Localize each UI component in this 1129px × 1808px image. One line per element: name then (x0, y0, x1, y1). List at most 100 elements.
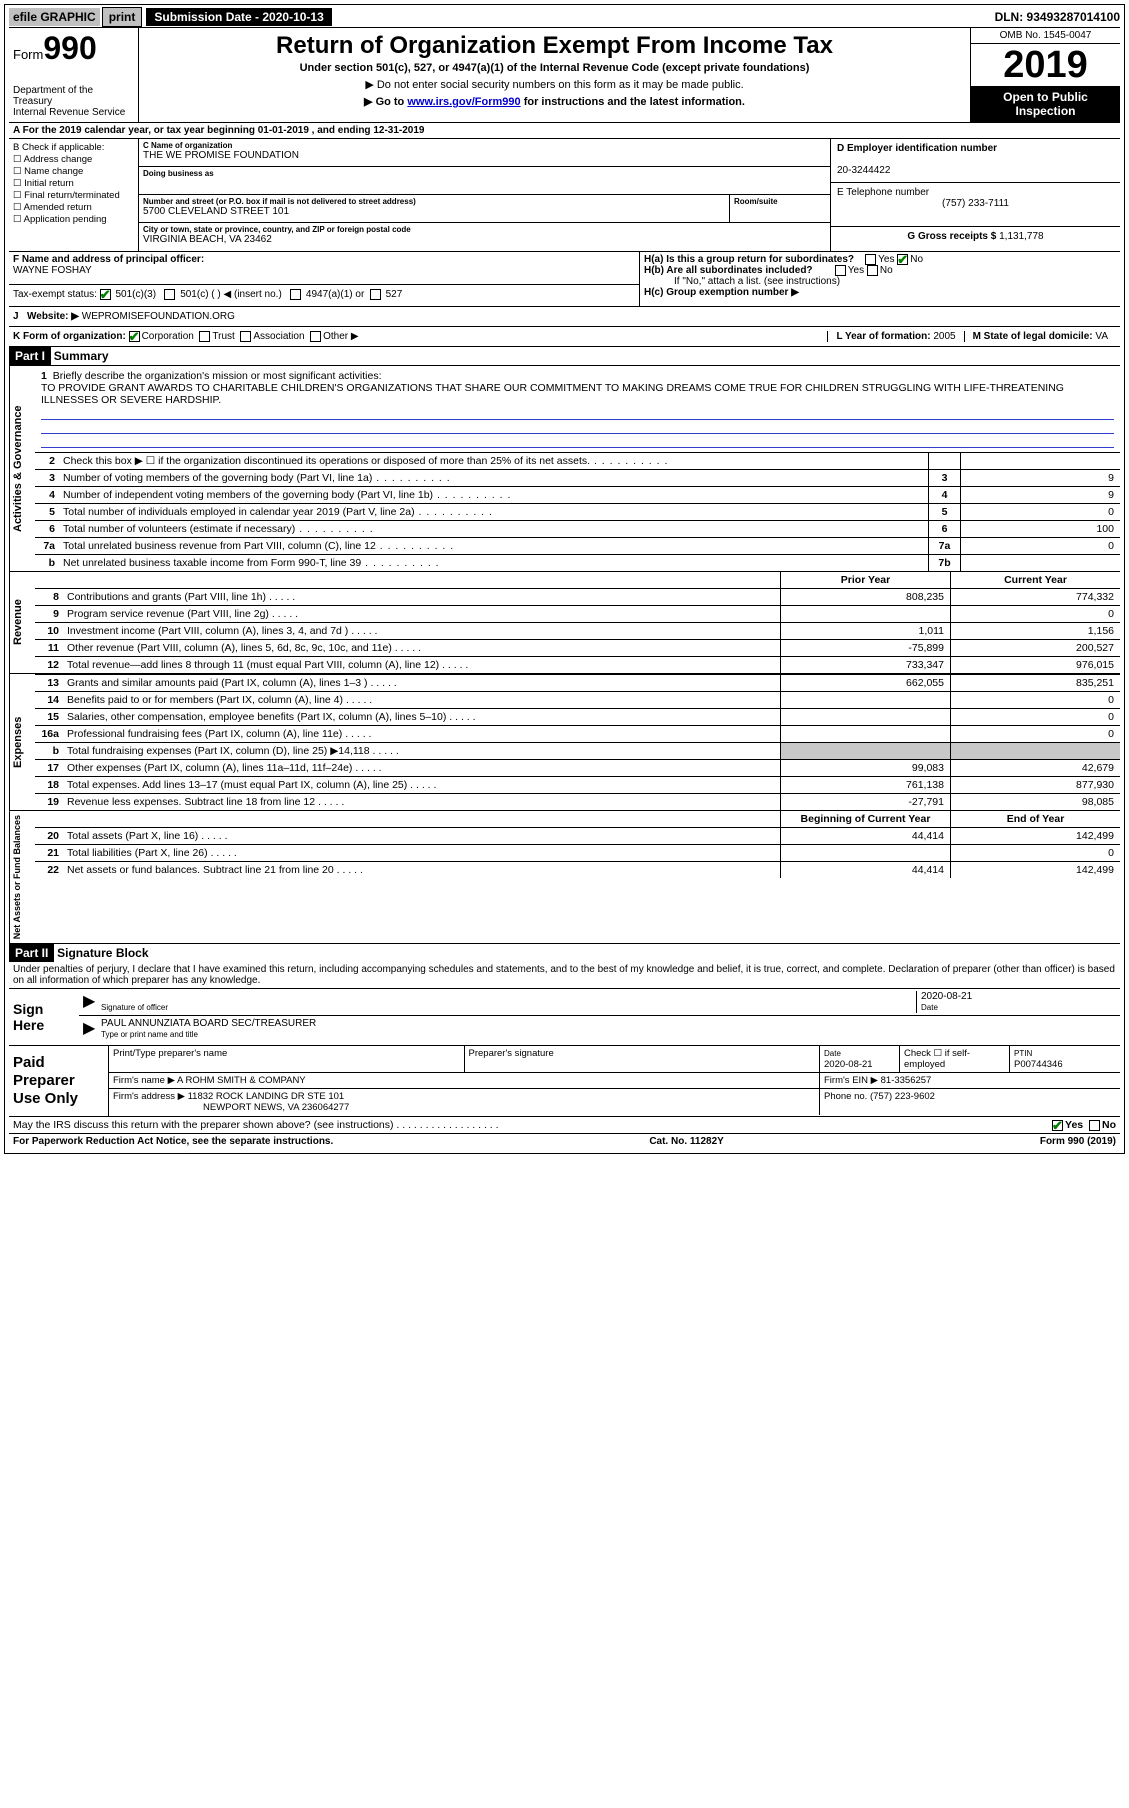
hb-note: If "No," attach a list. (see instruction… (644, 276, 1116, 287)
officer-name: WAYNE FOSHAY (13, 265, 635, 276)
form-subtitle: Under section 501(c), 527, or 4947(a)(1)… (143, 62, 966, 74)
form-number: Form990 (13, 30, 134, 67)
arrow-icon: ▶ (83, 991, 101, 1013)
form-990-number: 990 (43, 30, 96, 66)
cb-527[interactable] (370, 289, 381, 300)
part2-header-row: Part II Signature Block (9, 944, 1120, 962)
note2-post: for instructions and the latest informat… (521, 96, 745, 108)
efile-label: efile GRAPHIC (9, 8, 100, 26)
section-h: H(a) Is this a group return for subordin… (640, 252, 1120, 306)
phone-row: E Telephone number (757) 233-7111 (831, 183, 1120, 227)
cb-corp[interactable] (129, 331, 140, 342)
submission-date: Submission Date - 2020-10-13 (146, 8, 331, 26)
net-header-row: Beginning of Current Year End of Year (35, 811, 1120, 827)
note-ssn: ▶ Do not enter social security numbers o… (143, 78, 966, 91)
tax-status-row: Tax-exempt status: 501(c)(3) 501(c) ( ) … (9, 284, 639, 304)
fin-row: 9 Program service revenue (Part VIII, li… (35, 605, 1120, 622)
firm-phone-cell: Phone no. (757) 223-9602 (820, 1089, 1120, 1115)
city-state-zip: VIRGINIA BEACH, VA 23462 (143, 234, 272, 245)
cb-amended[interactable]: ☐ Amended return (13, 202, 134, 213)
omb-number: OMB No. 1545-0047 (971, 28, 1120, 44)
discuss-yes[interactable] (1052, 1120, 1063, 1131)
fin-row: 19 Revenue less expenses. Subtract line … (35, 793, 1120, 810)
sig-name-cell: PAUL ANNUNZIATA BOARD SEC/TREASURERType … (101, 1018, 1116, 1040)
cb-501c[interactable] (164, 289, 175, 300)
signature-intro: Under penalties of perjury, I declare th… (9, 962, 1120, 988)
fin-row: 8 Contributions and grants (Part VIII, l… (35, 588, 1120, 605)
ha-yes[interactable] (865, 254, 876, 265)
street-label: Number and street (or P.O. box if mail i… (143, 197, 725, 206)
cb-pending[interactable]: ☐ Application pending (13, 214, 134, 225)
mission-num: 1 (41, 370, 47, 382)
fin-row: 13 Grants and similar amounts paid (Part… (35, 674, 1120, 691)
discuss-text: May the IRS discuss this return with the… (13, 1119, 499, 1131)
fin-row: 18 Total expenses. Add lines 13–17 (must… (35, 776, 1120, 793)
cb-initial[interactable]: ☐ Initial return (13, 178, 134, 189)
prep-ptin-cell: PTINP00744346 (1010, 1046, 1120, 1072)
row-a-tax-year: A For the 2019 calendar year, or tax yea… (9, 123, 1120, 139)
vtab-netassets: Net Assets or Fund Balances (9, 811, 35, 943)
prep-content: Print/Type preparer's name Preparer's si… (109, 1046, 1120, 1116)
netassets-section: Net Assets or Fund Balances Beginning of… (9, 811, 1120, 944)
print-button[interactable]: print (102, 7, 143, 27)
fin-row: 17 Other expenses (Part IX, column (A), … (35, 759, 1120, 776)
mission-box: 1 Briefly describe the organization's mi… (35, 366, 1120, 452)
exp-rows-container: 13 Grants and similar amounts paid (Part… (35, 674, 1120, 810)
cb-4947[interactable] (290, 289, 301, 300)
ein-value: 20-3244422 (837, 165, 890, 176)
col-b-header: B Check if applicable: (13, 142, 134, 153)
dln-number: DLN: 93493287014100 (995, 10, 1120, 24)
gov-row: 5 Total number of individuals employed i… (35, 503, 1120, 520)
gov-row: 4 Number of independent voting members o… (35, 486, 1120, 503)
part1-header-row: Part I Summary (9, 347, 1120, 366)
gov-rows-container: 2 Check this box ▶ ☐ if the organization… (35, 452, 1120, 571)
form-header: Form990 Department of the Treasury Inter… (9, 27, 1120, 123)
cb-assoc[interactable] (240, 331, 251, 342)
gross-label: G Gross receipts $ (907, 231, 996, 242)
hb-yes[interactable] (835, 265, 846, 276)
cb-final[interactable]: ☐ Final return/terminated (13, 190, 134, 201)
gov-row: 6 Total number of volunteers (estimate i… (35, 520, 1120, 537)
hdr-n (35, 572, 63, 588)
prep-row-2: Firm's name ▶ A ROHM SMITH & COMPANY Fir… (109, 1073, 1120, 1089)
paid-preparer-block: Paid Preparer Use Only Print/Type prepar… (9, 1046, 1120, 1117)
hdr-txt (63, 572, 780, 588)
footer-left: For Paperwork Reduction Act Notice, see … (13, 1136, 333, 1147)
sig-date-cell: 2020-08-21Date (916, 991, 1116, 1013)
current-year-hdr: Current Year (950, 572, 1120, 588)
discuss-no[interactable] (1089, 1120, 1100, 1131)
cb-name[interactable]: ☐ Name change (13, 166, 134, 177)
sign-here-block: Sign Here ▶ Signature of officer 2020-08… (9, 988, 1120, 1046)
gov-row: 3 Number of voting members of the govern… (35, 469, 1120, 486)
irs-link[interactable]: www.irs.gov/Form990 (407, 96, 520, 108)
cb-address[interactable]: ☐ Address change (13, 154, 134, 165)
form-page: efile GRAPHIC print Submission Date - 20… (4, 4, 1125, 1154)
hb-no[interactable] (867, 265, 878, 276)
prep-row-1: Print/Type preparer's name Preparer's si… (109, 1046, 1120, 1073)
part1-badge: Part I (9, 347, 51, 365)
cb-trust[interactable] (199, 331, 210, 342)
firm-ein-cell: Firm's EIN ▶ 81-3356257 (820, 1073, 1120, 1088)
hc-row: H(c) Group exemption number ▶ (644, 287, 1116, 298)
ein-row: D Employer identification number 20-3244… (831, 139, 1120, 183)
principal-officer: F Name and address of principal officer:… (9, 252, 640, 306)
page-footer: For Paperwork Reduction Act Notice, see … (9, 1134, 1120, 1149)
header-middle: Return of Organization Exempt From Incom… (139, 28, 970, 122)
sig-date-label: Date (921, 1003, 938, 1012)
state-domicile: M State of legal domicile: VA (964, 331, 1116, 342)
open-inspection: Open to Public Inspection (971, 86, 1120, 122)
footer-right: Form 990 (2019) (1040, 1136, 1116, 1147)
arrow-icon: ▶ (83, 1018, 101, 1040)
prep-date-cell: Date2020-08-21 (820, 1046, 900, 1072)
cb-501c3[interactable] (100, 289, 111, 300)
sig-line-1: ▶ Signature of officer 2020-08-21Date (79, 989, 1120, 1016)
cb-other[interactable] (310, 331, 321, 342)
ha-no[interactable] (897, 254, 908, 265)
org-name-row: C Name of organization THE WE PROMISE FO… (139, 139, 830, 167)
fin-row: 16a Professional fundraising fees (Part … (35, 725, 1120, 742)
ha-row: H(a) Is this a group return for subordin… (644, 254, 1116, 265)
prep-name-hdr: Print/Type preparer's name (109, 1046, 465, 1072)
row-a-text: A For the 2019 calendar year, or tax yea… (13, 125, 424, 136)
row-k-org-form: K Form of organization: Corporation Trus… (9, 327, 1120, 347)
dba-row: Doing business as (139, 167, 830, 195)
